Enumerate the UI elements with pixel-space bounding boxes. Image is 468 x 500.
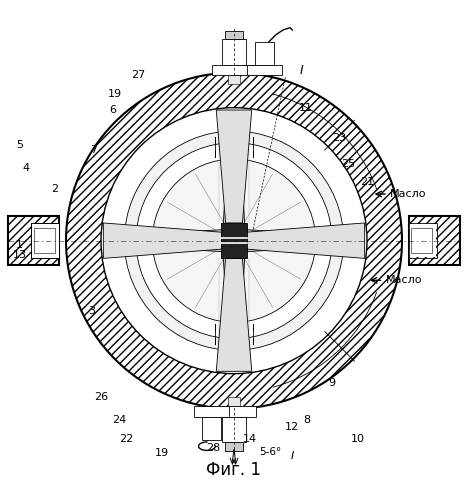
Polygon shape <box>216 258 252 372</box>
Text: 24: 24 <box>113 416 127 426</box>
Text: 21: 21 <box>360 178 374 188</box>
Circle shape <box>153 159 315 322</box>
Bar <box>409 224 436 257</box>
Bar <box>221 223 247 258</box>
Text: 1: 1 <box>16 240 23 250</box>
Bar <box>194 406 229 416</box>
Text: 3: 3 <box>88 306 95 316</box>
Bar <box>409 216 461 265</box>
Bar <box>228 75 240 85</box>
Bar <box>225 30 243 39</box>
Circle shape <box>101 108 367 374</box>
Circle shape <box>124 131 344 350</box>
Circle shape <box>66 72 402 408</box>
Circle shape <box>136 142 332 338</box>
Text: Масло: Масло <box>390 189 427 199</box>
Text: 9: 9 <box>329 378 336 388</box>
Text: 7: 7 <box>90 144 98 154</box>
Text: 11: 11 <box>300 102 313 113</box>
Polygon shape <box>216 110 252 223</box>
Bar <box>34 228 55 253</box>
Bar <box>228 397 240 406</box>
Text: 5: 5 <box>16 140 23 150</box>
Text: 4: 4 <box>23 164 30 173</box>
Text: 23: 23 <box>332 133 346 143</box>
Text: 28: 28 <box>206 444 220 454</box>
Bar <box>222 39 246 65</box>
Text: 12: 12 <box>285 422 300 432</box>
Bar <box>225 442 243 450</box>
Text: 13: 13 <box>12 250 26 260</box>
Text: 8: 8 <box>303 416 310 426</box>
Text: 5-6°: 5-6° <box>260 446 282 456</box>
Polygon shape <box>222 159 246 240</box>
Text: 25: 25 <box>341 158 355 168</box>
Bar <box>409 224 437 258</box>
Text: I: I <box>291 451 294 461</box>
Bar <box>31 224 59 258</box>
Polygon shape <box>103 223 222 258</box>
Bar <box>222 416 246 442</box>
Text: I: I <box>300 64 303 78</box>
Bar <box>32 224 59 257</box>
Text: 27: 27 <box>131 70 146 80</box>
Polygon shape <box>153 229 234 252</box>
Polygon shape <box>246 223 365 258</box>
Text: 2: 2 <box>51 184 58 194</box>
Polygon shape <box>222 240 246 322</box>
Bar <box>212 65 256 75</box>
Text: Фиг. 1: Фиг. 1 <box>206 461 262 479</box>
Text: 19: 19 <box>108 88 122 99</box>
Text: 6: 6 <box>109 105 116 115</box>
Bar <box>212 406 256 416</box>
Text: 26: 26 <box>94 392 108 402</box>
Text: 10: 10 <box>351 434 365 444</box>
Bar <box>31 224 59 258</box>
Text: 14: 14 <box>243 434 257 444</box>
Bar <box>202 416 221 440</box>
Bar <box>247 65 282 75</box>
Text: 22: 22 <box>119 434 134 444</box>
Bar <box>411 228 432 253</box>
Bar <box>255 42 274 65</box>
Text: 19: 19 <box>154 448 169 458</box>
Text: Масло: Масло <box>386 276 422 285</box>
Polygon shape <box>234 229 315 252</box>
Bar <box>7 216 59 265</box>
